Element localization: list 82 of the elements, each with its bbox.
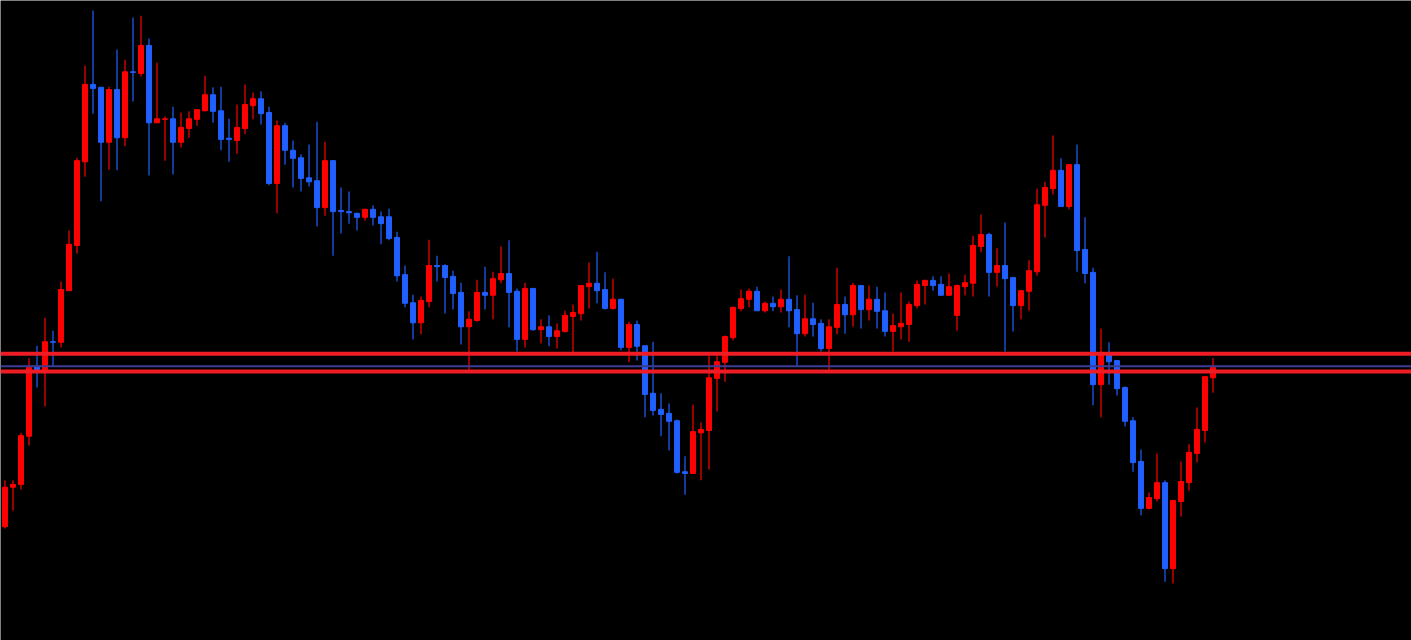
candlestick — [938, 275, 944, 296]
candlestick — [130, 16, 136, 103]
candlestick — [338, 186, 344, 234]
candlestick — [306, 143, 312, 188]
candlestick — [370, 204, 376, 226]
candlestick — [602, 271, 608, 311]
candlestick — [746, 287, 752, 308]
candlestick — [170, 106, 176, 175]
candlestick — [506, 239, 512, 328]
candlestick — [10, 479, 16, 512]
candlestick — [226, 118, 232, 163]
candlestick — [1154, 452, 1160, 503]
candlestick — [994, 247, 1000, 288]
candlestick — [962, 274, 968, 296]
candlestick — [906, 300, 912, 343]
candlestick — [634, 319, 640, 362]
candlestick — [890, 313, 896, 353]
candlestick — [898, 291, 904, 340]
candlestick — [178, 111, 184, 149]
candlestick — [186, 110, 192, 139]
candlestick — [1178, 460, 1184, 518]
candlestick — [834, 267, 840, 335]
candlestick — [386, 208, 392, 241]
candlestick — [826, 318, 832, 371]
candlestick — [882, 291, 888, 338]
candlestick — [874, 286, 880, 330]
candlestick — [210, 86, 216, 124]
candlestick — [786, 255, 792, 328]
candlestick — [914, 279, 920, 310]
candlestick — [546, 314, 552, 347]
candlestick — [650, 341, 656, 417]
candlestick — [290, 139, 296, 189]
candlestick — [50, 330, 56, 367]
candlestick — [90, 9, 96, 115]
candlestick — [298, 153, 304, 193]
candlestick — [162, 115, 168, 162]
candlestick — [450, 270, 456, 311]
candlestick — [1026, 259, 1032, 312]
candlestick — [1002, 221, 1008, 353]
candlestick — [778, 288, 784, 314]
candlestick — [666, 402, 672, 452]
candlestick — [658, 392, 664, 437]
candlestick — [202, 75, 208, 112]
candlestick — [234, 103, 240, 155]
candlestick — [354, 212, 360, 232]
candlestick — [154, 62, 160, 124]
candlestick — [810, 302, 816, 338]
candlestick — [250, 91, 256, 120]
candlestick — [466, 310, 472, 371]
candlestick — [682, 455, 688, 496]
candlestick — [802, 294, 808, 338]
candlestick — [586, 262, 592, 310]
candlestick — [930, 275, 936, 292]
candlestick — [378, 211, 384, 245]
candlestick — [538, 318, 544, 345]
candlestick — [698, 421, 704, 481]
candlestick — [594, 251, 600, 304]
candlestick — [1018, 290, 1024, 320]
candlestick — [754, 286, 760, 312]
candlestick — [554, 322, 560, 350]
candlestick — [490, 271, 496, 320]
candlestick — [442, 263, 448, 315]
candlestick — [434, 255, 440, 283]
candlestick — [1050, 134, 1056, 196]
candlestick — [482, 266, 488, 311]
candlestick — [258, 90, 264, 126]
candlestick — [410, 294, 416, 340]
candlestick — [610, 278, 616, 311]
candlestick — [866, 284, 872, 322]
candlestick — [978, 213, 984, 253]
candlestick — [738, 288, 744, 312]
candlestick — [498, 245, 504, 284]
candlestick — [346, 190, 352, 225]
candlestick — [626, 321, 632, 363]
candlestick — [770, 295, 776, 312]
candlestick — [418, 295, 424, 335]
candlestick — [842, 295, 848, 335]
candlestick — [1042, 181, 1048, 239]
candlestick — [570, 303, 576, 354]
candlestick — [922, 279, 928, 306]
candlestick — [562, 310, 568, 334]
candlestick — [946, 272, 952, 296]
